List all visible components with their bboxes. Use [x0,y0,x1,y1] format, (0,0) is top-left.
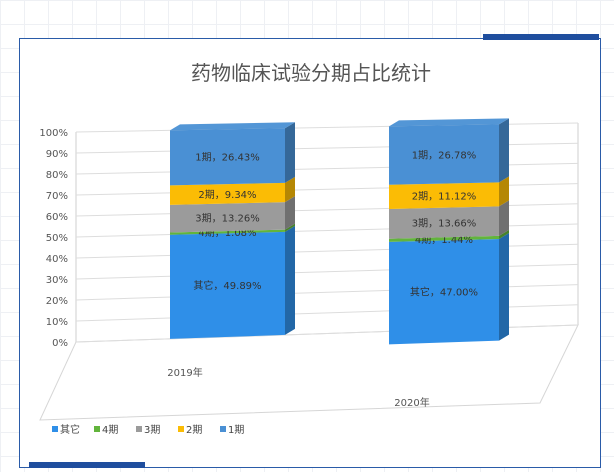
y-tick-label: 10% [46,317,68,328]
bar-side-1期-2020年 [499,118,509,183]
legend-label-其它: 其它 [60,423,80,436]
data-label: 1期，26.78% [412,149,477,161]
y-tick-label: 30% [46,275,68,286]
bar-segment-2期-2019年 [170,182,285,205]
y-tick-label: 20% [46,296,68,307]
bar-side-4期-2019年 [285,223,295,232]
bar-side-4期-2020年 [499,229,509,240]
bar-segment-3期-2020年 [389,206,499,239]
bar-segment-其它-2019年 [170,231,285,339]
bar-segment-3期-2019年 [170,202,285,233]
bar-side-3期-2020年 [499,200,509,236]
y-tick-label: 50% [46,233,68,244]
bar-side-其它-2019年 [285,225,295,335]
y-tick-label: 70% [46,191,68,202]
bar-side-2期-2019年 [285,176,295,203]
accent-bar-bottom [29,462,145,468]
bar-segment-2期-2020年 [389,182,499,210]
y-tick-label: 40% [46,254,68,265]
data-label: 2期，11.12% [412,191,477,203]
bar-side-3期-2019年 [285,196,295,230]
bar-top-2019年 [170,122,295,131]
data-label: 1期，26.43% [195,152,260,164]
legend-swatch-2期 [178,426,184,432]
y-tick-label: 60% [46,212,68,223]
y-tick-label: 80% [46,170,68,181]
legend-label-4期: 4期 [102,424,118,436]
legend-label-2期: 2期 [186,424,202,436]
bar-segment-其它-2020年 [389,239,499,345]
bar-segment-1期-2020年 [389,124,499,185]
accent-bar-top [483,34,599,40]
data-label: 其它，49.89% [193,279,261,292]
bar-segment-4期-2019年 [170,229,285,235]
y-tick-label: 90% [46,149,68,160]
legend-swatch-4期 [94,426,100,432]
data-label: 3期，13.66% [412,218,477,230]
bar-side-其它-2020年 [499,233,509,341]
bar-top-2020年 [389,118,509,127]
legend-label-1期: 1期 [228,424,244,436]
data-label: 其它，47.00% [410,286,478,299]
chart-title: 药物临床试验分期占比统计 [191,61,431,85]
bar-segment-1期-2019年 [170,128,285,186]
data-label: 3期，13.26% [195,212,260,224]
bar-segment-4期-2020年 [389,235,499,242]
x-tick-label: 2019年 [167,366,202,379]
legend-swatch-1期 [220,426,226,432]
bar-side-1期-2019年 [285,122,295,183]
legend-label-3期: 3期 [144,424,160,436]
y-tick-label: 0% [52,338,68,349]
x-tick-label: 2020年 [394,396,429,409]
data-label: 2期，9.34% [198,189,256,201]
y-tick-label: 100% [39,128,68,139]
legend-swatch-3期 [136,426,142,432]
bar-side-2期-2020年 [499,176,509,207]
legend-swatch-其它 [52,426,58,432]
